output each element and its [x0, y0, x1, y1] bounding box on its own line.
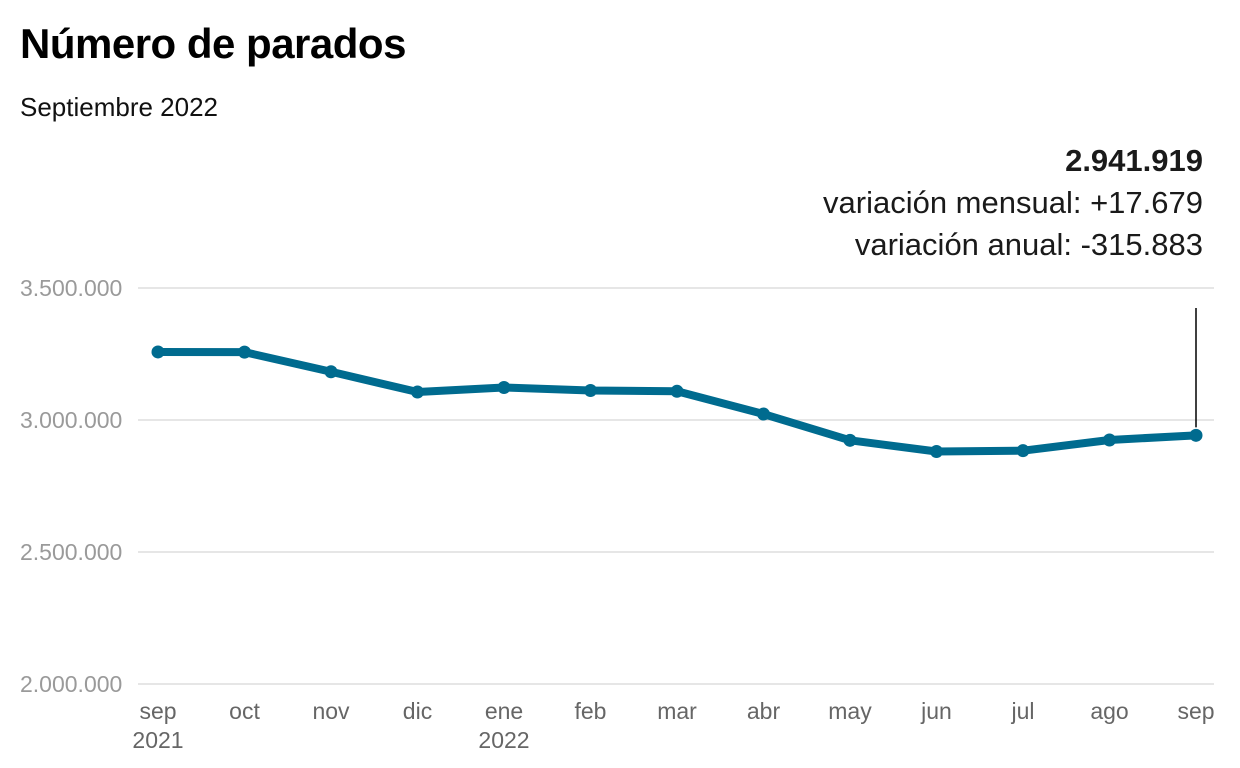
x-tick-label: abr [747, 698, 781, 724]
x-tick-label: sep [1177, 698, 1214, 724]
x-tick-label: nov [312, 698, 350, 724]
y-axis: 3.500.000 3.000.000 2.500.000 2.000.000 [20, 275, 122, 697]
x-tick-label: sep [139, 698, 176, 724]
chart-title: Número de parados [20, 20, 406, 67]
annotation-annual-change: variación anual: -315.883 [854, 227, 1203, 262]
data-point [670, 384, 684, 398]
x-tick-label: jul [1010, 698, 1034, 724]
data-point [411, 385, 424, 399]
x-tick-label: ene [485, 698, 523, 724]
data-point [1103, 433, 1116, 447]
data-point [238, 345, 251, 359]
annotation-monthly-change: variación mensual: +17.679 [823, 185, 1203, 220]
x-tick-label: dic [403, 698, 432, 724]
data-point [843, 433, 857, 447]
data-point [930, 445, 943, 459]
data-point [497, 381, 511, 395]
x-tick-label: may [828, 698, 872, 724]
x-year-label: 2022 [478, 727, 529, 753]
data-point [584, 384, 597, 398]
x-tick-label: feb [575, 698, 607, 724]
y-tick-label: 2.500.000 [20, 539, 122, 565]
y-tick-label: 2.000.000 [20, 671, 122, 697]
data-point [324, 365, 338, 379]
x-axis: sep 2021 oct nov dic ene 2022 feb mar abr may jun ju… [132, 698, 1214, 753]
x-tick-label: mar [657, 698, 697, 724]
data-point [757, 407, 770, 421]
grid-lines [138, 287, 1214, 685]
x-tick-label: jun [920, 698, 952, 724]
annotation-value: 2.941.919 [1065, 143, 1203, 178]
x-tick-label: ago [1090, 698, 1128, 724]
chart-subtitle: Septiembre 2022 [20, 92, 219, 122]
y-tick-label: 3.500.000 [20, 275, 122, 301]
data-point [1189, 428, 1203, 442]
y-tick-label: 3.000.000 [20, 407, 122, 433]
series-line [154, 347, 1200, 456]
data-point [1016, 444, 1030, 458]
last-value-annotation: 2.941.919 variación mensual: +17.679 var… [823, 140, 1203, 266]
x-year-label: 2021 [132, 727, 183, 753]
x-tick-label: oct [229, 698, 260, 724]
data-point [151, 345, 165, 359]
series-layer [151, 345, 1203, 459]
